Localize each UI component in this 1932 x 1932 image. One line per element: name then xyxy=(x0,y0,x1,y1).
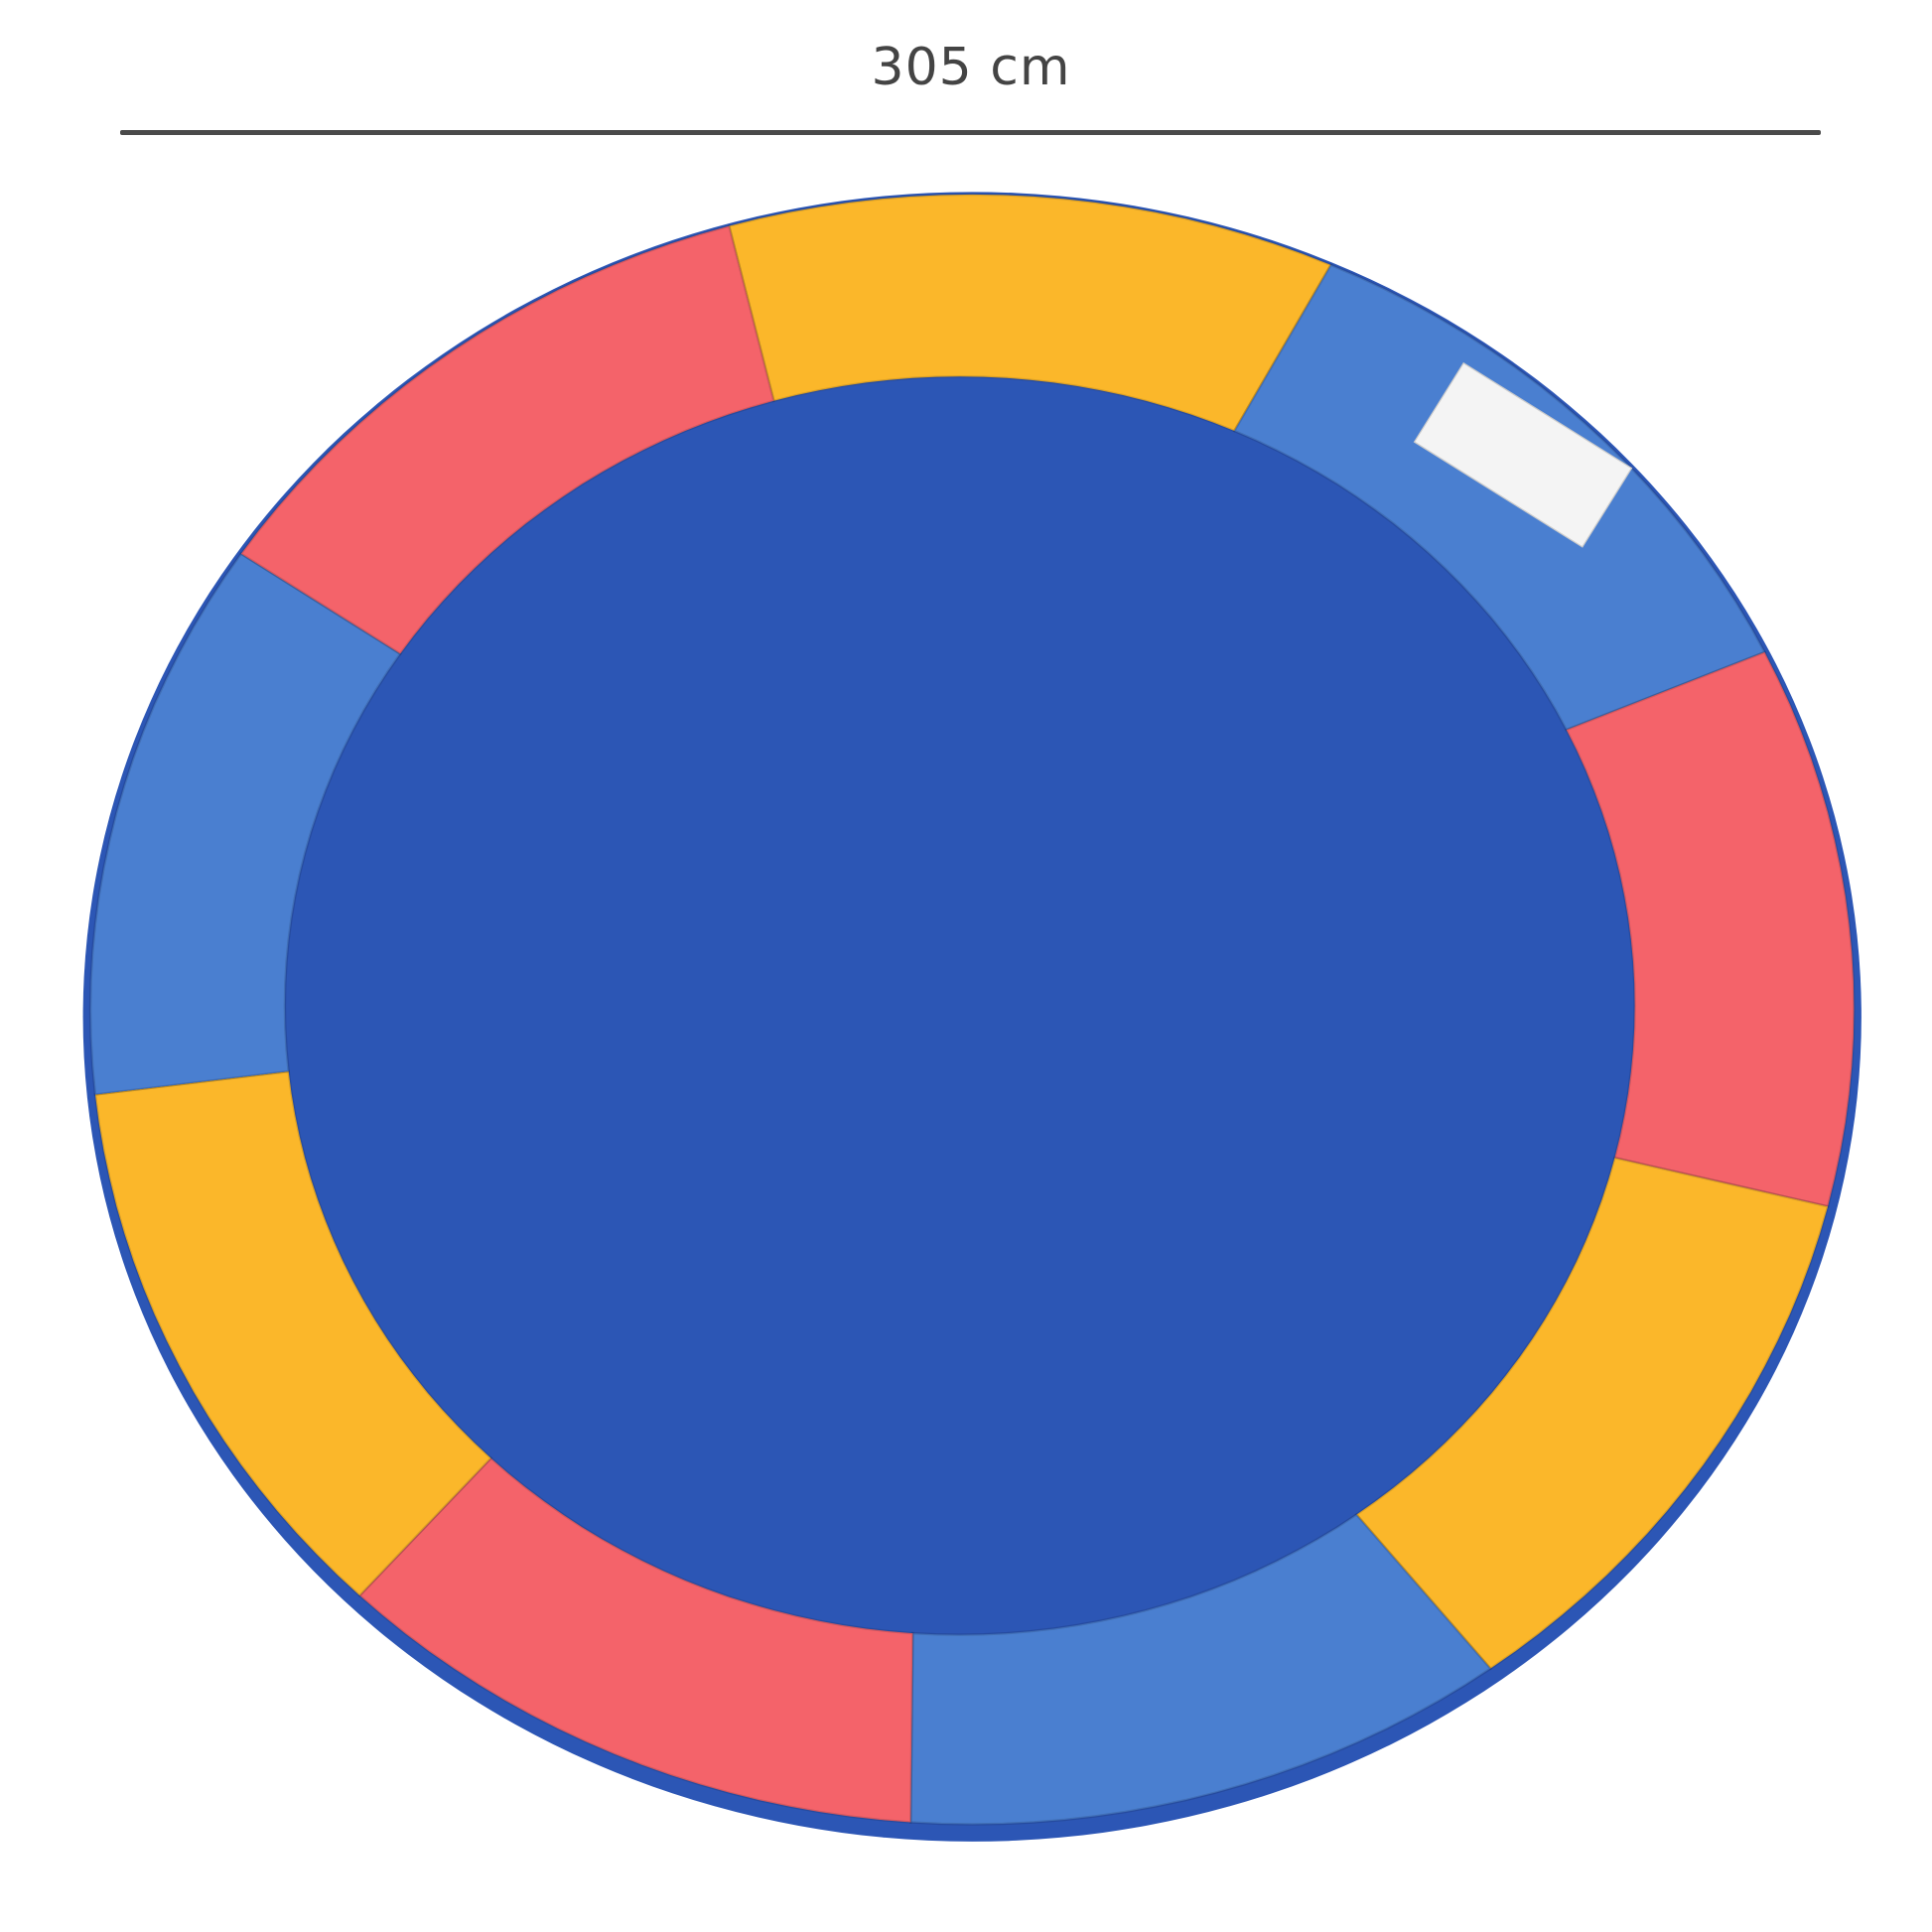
warning-label-sticker xyxy=(1413,361,1633,548)
width-dimension-label: 305 cm xyxy=(871,38,1071,97)
pad-outer-edge xyxy=(82,192,1862,1842)
pad-segments xyxy=(82,192,1862,1842)
width-dimension-line xyxy=(120,130,1821,135)
pad-segment xyxy=(239,224,775,656)
